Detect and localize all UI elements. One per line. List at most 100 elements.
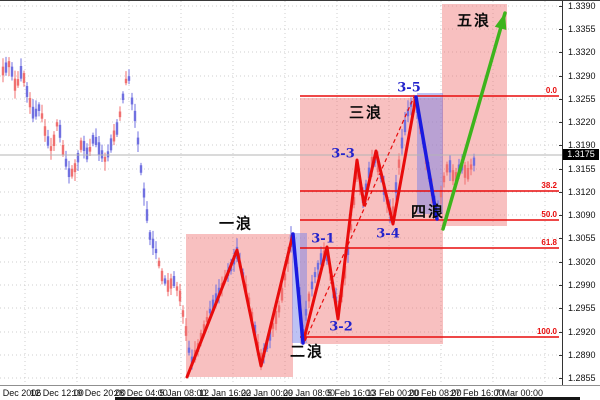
time-label: 12 Dec 12:00: [30, 388, 84, 398]
candle-body: [100, 150, 104, 159]
candle-body: [70, 168, 74, 177]
candle-body: [208, 308, 212, 314]
price-label: 1.2990: [568, 280, 596, 290]
chart-canvas: [0, 1, 562, 385]
price-tick: [559, 332, 563, 333]
wave2-line: [291, 232, 305, 345]
time-label: Dec 2006: [2, 388, 42, 398]
candle-body: [277, 305, 281, 313]
candle-body: [46, 136, 50, 146]
candle-body: [181, 310, 185, 317]
price-label: 1.3390: [568, 1, 596, 11]
price-label: 1.3220: [568, 117, 596, 127]
time-label: 7 Mar 00:00: [494, 388, 544, 398]
candle-body: [304, 308, 308, 316]
time-label: 19 Dec 20:00: [72, 388, 126, 398]
candle-body: [40, 113, 44, 119]
arrowhead-icon: [494, 13, 507, 31]
candle-body: [283, 273, 287, 281]
candle-body: [166, 280, 170, 292]
candle-body: [346, 247, 350, 255]
price-tick: [559, 6, 563, 7]
candle-body: [34, 108, 38, 117]
time-label: 13 Feb 00:00: [366, 388, 420, 398]
price-label: 1.3190: [568, 140, 596, 150]
candle-body: [148, 232, 152, 240]
candle-body: [112, 130, 116, 142]
candle-body: [313, 272, 317, 278]
price-label: 1.2890: [568, 350, 596, 360]
price-tick: [559, 99, 563, 100]
candle-body: [16, 79, 20, 86]
candle-body: [139, 165, 143, 173]
candle-body: [400, 137, 404, 149]
candle-body: [55, 122, 59, 127]
candle-body: [121, 93, 125, 101]
candle-body: [271, 323, 275, 329]
price-tick: [559, 262, 563, 263]
candle-body: [436, 206, 440, 214]
candle-body: [268, 331, 272, 341]
price-label: 1.2955: [568, 303, 596, 313]
candle-body: [22, 73, 26, 83]
price-tick: [559, 52, 563, 53]
candle-body: [163, 278, 167, 284]
candle-body: [394, 182, 398, 194]
price-axis: 1.3175 1.3390 1.3355 1.3320 1.3290 1.3255 1.3…: [559, 1, 600, 385]
candle-body: [13, 78, 17, 91]
candle-body: [142, 188, 146, 198]
candle-body: [448, 160, 452, 173]
candle-body: [97, 142, 101, 155]
price-label: 1.3090: [568, 210, 596, 220]
candle-body: [94, 136, 98, 146]
candle-body: [175, 286, 179, 291]
candle-body: [274, 311, 278, 324]
candle-body: [169, 278, 173, 289]
price-tick: [559, 285, 563, 286]
price-label: 1.2920: [568, 327, 596, 337]
candle-body: [7, 61, 11, 68]
wave3-zone: [300, 98, 443, 344]
candle-body: [205, 317, 209, 323]
candle-body: [214, 293, 218, 303]
candle-body: [4, 62, 8, 73]
candle-body: [154, 248, 158, 254]
candle-body: [43, 126, 47, 136]
candle-body: [364, 183, 368, 195]
time-label: 5 Feb 16:00: [326, 388, 376, 398]
candle-body: [91, 135, 95, 144]
wave4-line: [414, 95, 439, 221]
time-label: 29 Jan 08:00: [282, 388, 336, 398]
price-tick: [559, 76, 563, 77]
price-tick: [559, 238, 563, 239]
candle-body: [118, 111, 122, 118]
price-label: 1.3355: [568, 24, 596, 34]
chart-plot-area[interactable]: 一浪 二浪 三浪 四浪 五浪 3-1 3-2 3-3 3-4 3-5 0.0 38.2 50.0 61.8…: [0, 1, 562, 385]
candle-body: [82, 140, 86, 152]
candle-body: [61, 144, 65, 155]
price-tick: [559, 29, 563, 30]
candle-body: [472, 157, 476, 166]
candle-body: [67, 168, 71, 178]
price-axis-line: [562, 1, 563, 386]
price-tick: [559, 355, 563, 356]
time-label: 20 Feb 08:00: [408, 388, 462, 398]
trendline-dashed: [304, 96, 415, 342]
wave3-line: [301, 95, 418, 345]
time-label: 28 Dec 04:00: [114, 388, 168, 398]
price-tick: [559, 145, 563, 146]
candle-body: [49, 146, 53, 151]
candle-body: [133, 110, 137, 122]
candle-body: [103, 156, 107, 162]
candle-body: [355, 172, 359, 180]
price-tick: [559, 308, 563, 309]
scrollbar-thumb[interactable]: [115, 397, 580, 400]
candle-body: [397, 159, 401, 168]
candle-body: [31, 106, 35, 119]
candle-body: [106, 151, 110, 158]
candle-body: [184, 326, 188, 336]
wave1-line: [185, 232, 295, 379]
candle-body: [319, 253, 323, 265]
candle-body: [76, 152, 80, 163]
candle-body: [130, 97, 134, 105]
